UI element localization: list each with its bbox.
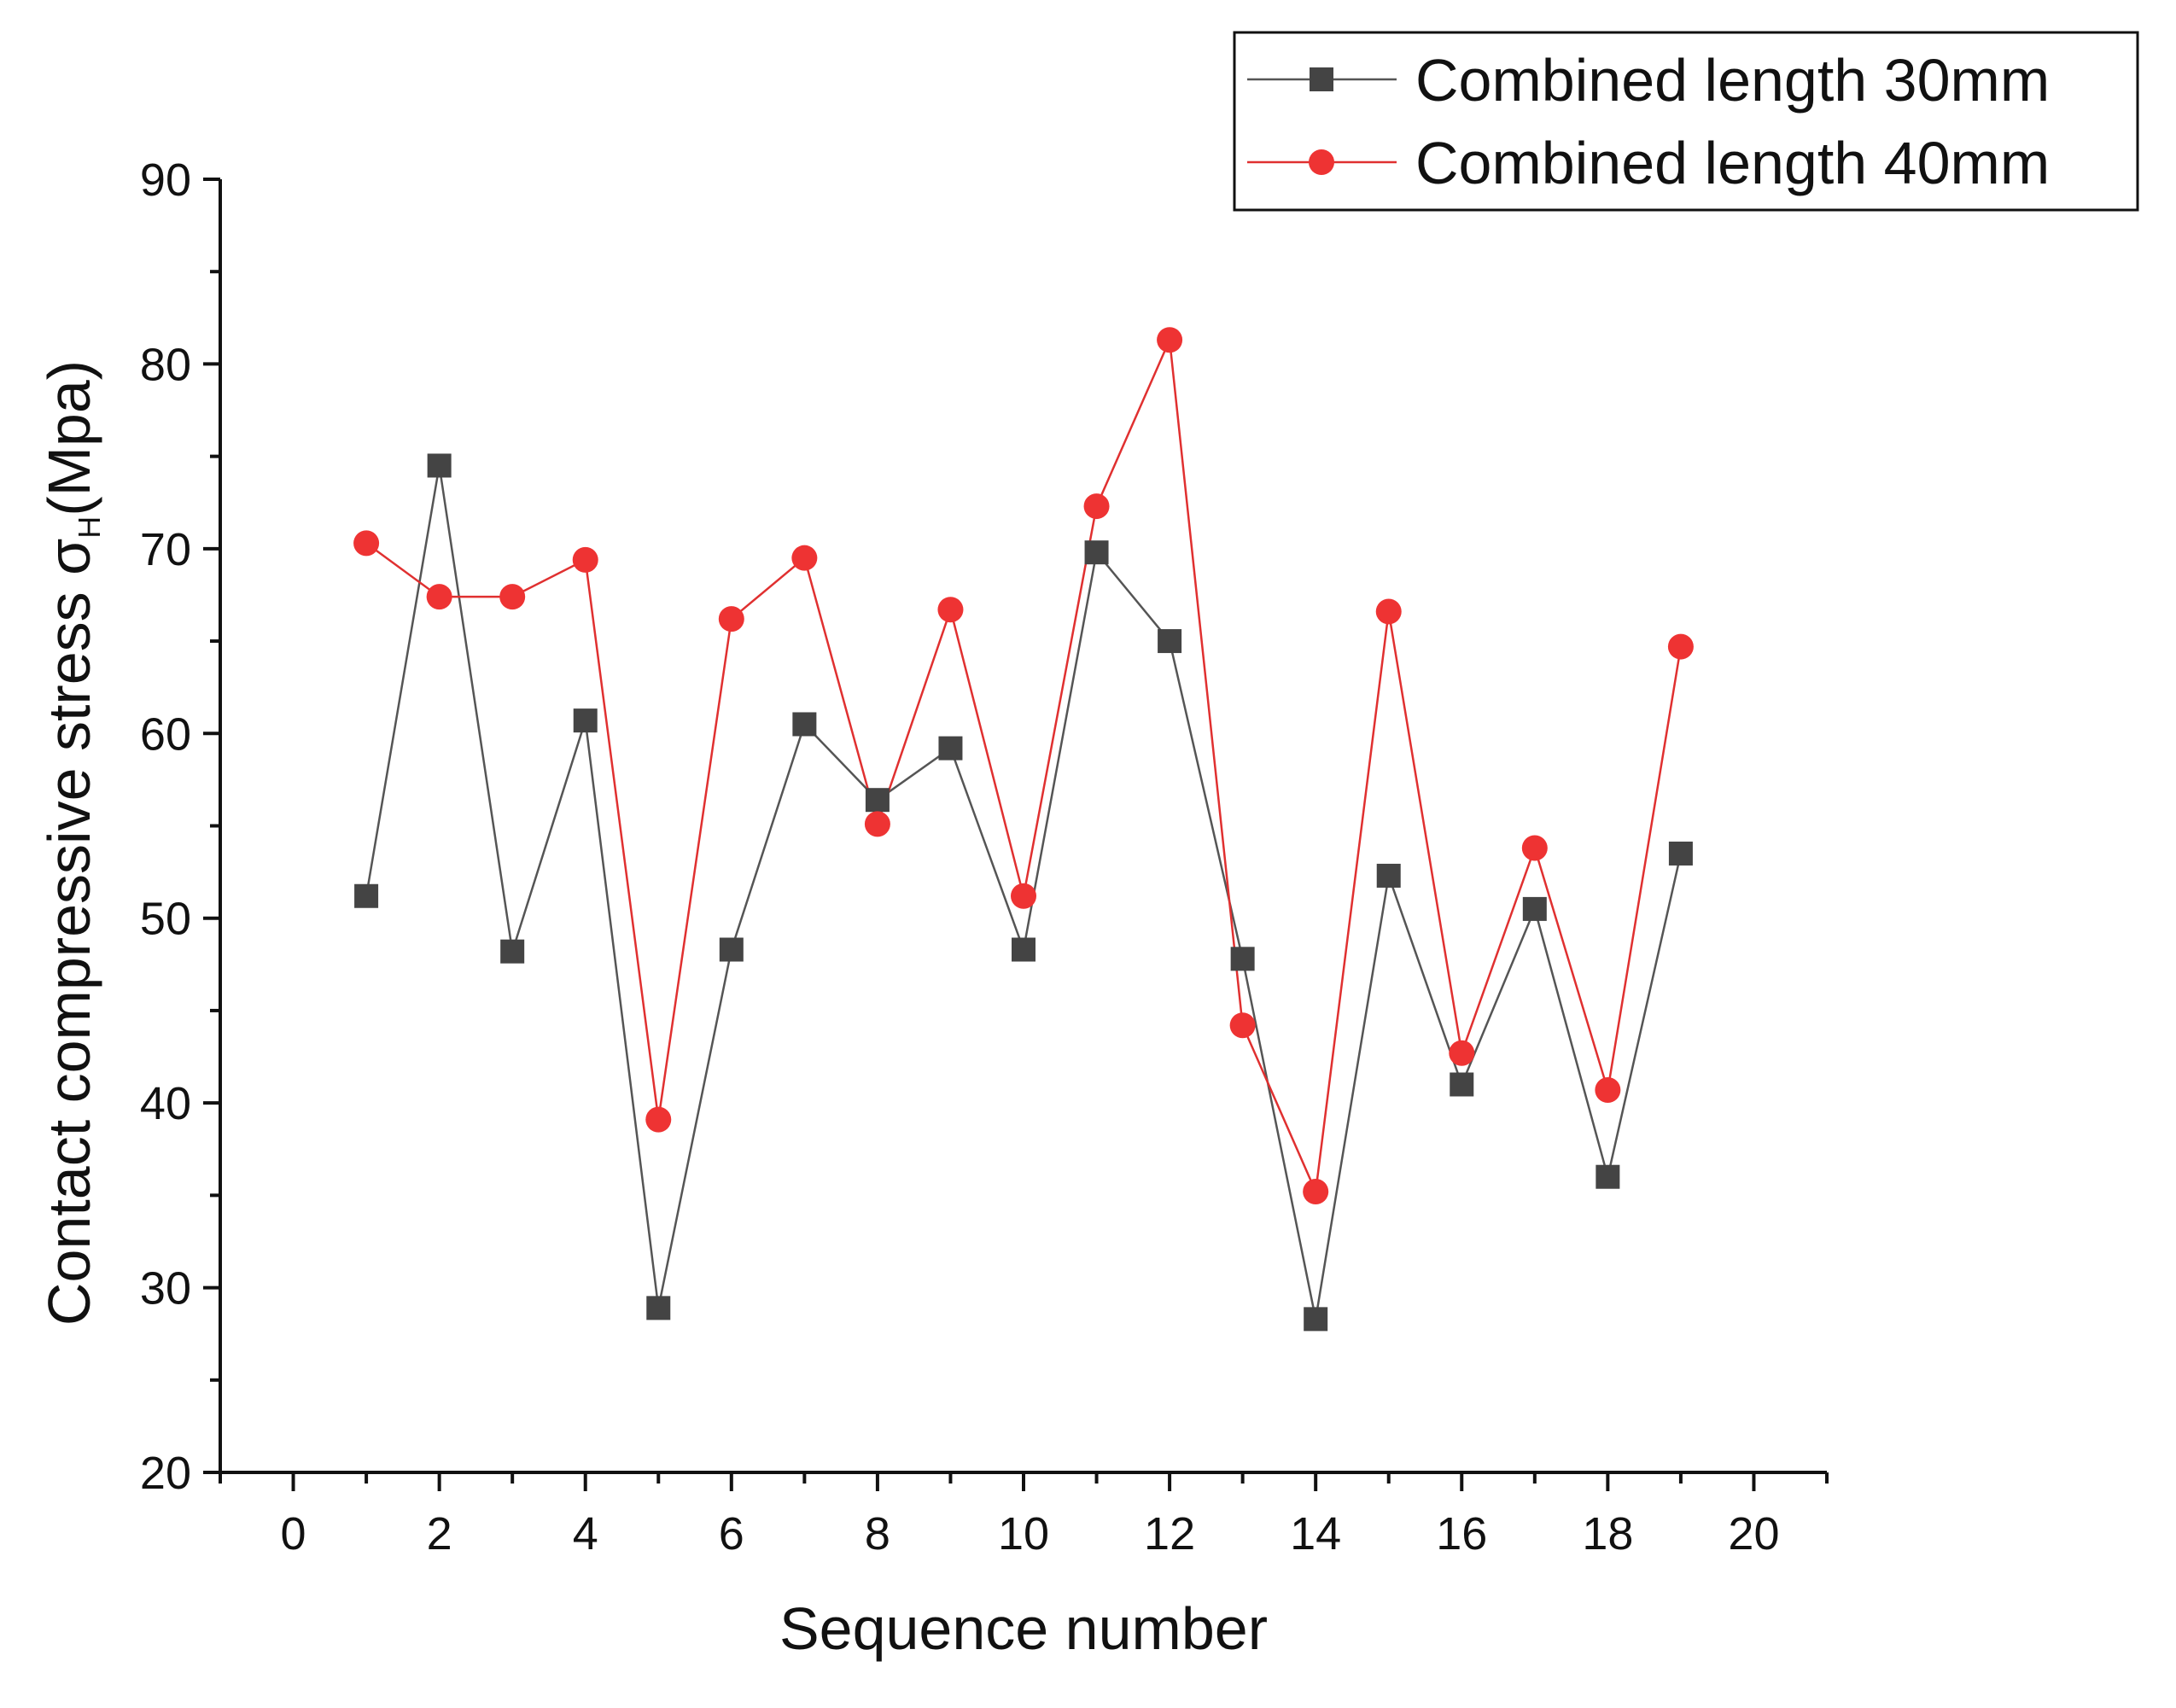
axes: 20 30 40 50 60 70 80 90 0 2 4 6 8 10 12 14 16 18 20 [140, 154, 1829, 1559]
y-axis-title: Contact compressive stress σH(Mpa) [36, 360, 107, 1326]
y-axis-title-subscript: H [72, 516, 107, 539]
data-point-square [1304, 1307, 1328, 1332]
data-point-square [1012, 937, 1035, 962]
series-line-2 [365, 335, 1683, 1196]
data-point-circle [1303, 1179, 1329, 1205]
data-point-circle [791, 545, 818, 571]
data-point-square [719, 937, 744, 962]
data-point-circle [1083, 493, 1110, 520]
data-point-square [1596, 1164, 1620, 1189]
series-markers-1 [354, 453, 1693, 1332]
data-point-circle [426, 584, 452, 610]
data-point-circle [1595, 1076, 1621, 1103]
data-point-circle [572, 546, 598, 573]
data-point-circle [718, 606, 744, 632]
data-point-circle [353, 530, 380, 557]
series-2 [365, 335, 1683, 1196]
legend-item-1: Combined length 30mm [1247, 47, 2050, 114]
data-point-square [1158, 629, 1182, 654]
legend-box [1233, 31, 2139, 212]
data-point-circle [499, 584, 526, 610]
data-point-circle [1449, 1040, 1475, 1066]
y-tick-label: 20 [140, 1448, 191, 1499]
x-tick-label: 6 [719, 1508, 744, 1559]
data-point-square [646, 1296, 671, 1320]
legend: Combined length 30mm Combined length 40mm [1233, 31, 2139, 212]
series-markers-2 [353, 327, 1694, 1205]
series-layer [353, 327, 1694, 1332]
data-point-circle [864, 811, 890, 837]
x-axis-title: Sequence number [779, 1595, 1268, 1662]
x-tick-label: 2 [427, 1508, 452, 1559]
x-tick-label: 20 [1728, 1508, 1779, 1559]
y-axis-title-unit: (Mpa) [36, 360, 102, 516]
y-tick-label: 60 [140, 708, 191, 760]
data-point-square [354, 883, 379, 908]
y-tick-label: 70 [140, 524, 191, 575]
data-point-circle [1157, 327, 1183, 353]
data-point-square [573, 708, 598, 733]
data-point-square [865, 788, 890, 813]
legend-marker-circle [1309, 149, 1334, 175]
data-point-square [1668, 841, 1693, 866]
x-tick-label: 18 [1582, 1508, 1633, 1559]
data-point-square [1522, 896, 1547, 921]
data-point-square [938, 736, 963, 761]
data-point-circle [1521, 835, 1548, 861]
legend-marker-square [1310, 67, 1333, 91]
y-axis-title-main: Contact compressive stress σ [36, 539, 102, 1326]
x-tick-label: 16 [1436, 1508, 1487, 1559]
legend-label: Combined length 30mm [1415, 47, 2050, 114]
data-point-square [1230, 947, 1255, 971]
x-tick-label: 0 [281, 1508, 306, 1559]
data-point-circle [1011, 883, 1036, 909]
data-point-square [500, 939, 525, 964]
x-tick-label: 10 [998, 1508, 1049, 1559]
legend-item-2: Combined length 40mm [1247, 130, 2050, 196]
legend-label: Combined length 40mm [1415, 130, 2050, 196]
y-tick-label: 50 [140, 894, 191, 945]
y-tick-label: 90 [140, 154, 191, 206]
data-point-circle [645, 1106, 672, 1133]
y-tick-label: 80 [140, 339, 191, 390]
data-point-circle [1229, 1012, 1256, 1039]
data-point-circle [937, 597, 964, 623]
data-point-circle [1375, 598, 1402, 625]
x-tick-label: 14 [1290, 1508, 1341, 1559]
data-point-square [427, 453, 452, 478]
x-tick-label: 12 [1144, 1508, 1195, 1559]
x-tick-label: 4 [573, 1508, 598, 1559]
y-tick-label: 30 [140, 1263, 191, 1315]
data-point-square [1084, 540, 1109, 565]
y-tick-label: 40 [140, 1078, 191, 1129]
data-point-square [1376, 863, 1401, 888]
data-point-square [1450, 1072, 1474, 1097]
data-point-square [792, 712, 817, 737]
x-tick-label: 8 [865, 1508, 890, 1559]
data-point-circle [1667, 633, 1694, 660]
